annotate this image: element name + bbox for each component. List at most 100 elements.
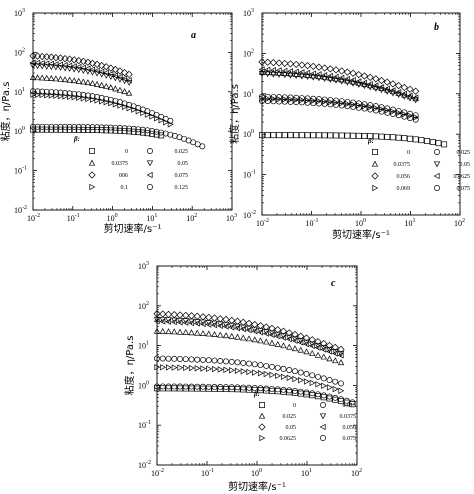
data-point (75, 91, 82, 98)
data-point (52, 53, 60, 62)
data-point (262, 323, 270, 331)
data-point (62, 89, 68, 96)
data-point (350, 101, 357, 108)
legend-label: 0.075 (175, 173, 189, 179)
y-tick-label: 100 (14, 126, 25, 136)
data-point (315, 391, 321, 398)
data-point (264, 132, 271, 139)
data-point (182, 383, 189, 390)
data-point (89, 96, 96, 103)
data-point (373, 104, 380, 112)
data-point (62, 126, 68, 133)
legend-label: 0.025 (175, 149, 189, 155)
data-point (257, 385, 264, 392)
data-point (303, 348, 310, 355)
data-point (320, 392, 327, 399)
data-point (384, 105, 391, 112)
legend-label: 0.0375 (340, 414, 357, 420)
data-point (30, 126, 36, 133)
data-point (279, 327, 288, 335)
data-point (326, 355, 333, 362)
data-point (89, 127, 96, 133)
data-point (176, 311, 184, 319)
data-point (187, 312, 196, 320)
data-point (303, 370, 310, 377)
data-point (298, 377, 305, 384)
legend-title: β: (367, 137, 374, 145)
chart-panel-c: 10-2 10-1 100 101 102 10-2 10-1 100 101 102 103 剪切速… (123, 261, 362, 493)
data-point (344, 132, 351, 139)
data-point (338, 380, 344, 387)
data-point (107, 84, 114, 91)
data-point (338, 396, 344, 403)
data-point (372, 75, 380, 83)
data-point (401, 135, 408, 142)
legend-marker (319, 413, 327, 420)
data-point (112, 127, 119, 134)
data-point (183, 364, 190, 372)
data-point (338, 98, 345, 105)
data-point (292, 368, 298, 375)
y-tick-label: 10-2 (14, 205, 27, 215)
data-point (39, 91, 46, 99)
data-point (297, 332, 305, 340)
data-point (396, 109, 402, 117)
data-point (135, 129, 142, 136)
data-point (259, 93, 265, 100)
data-point (338, 102, 345, 109)
data-point (367, 103, 374, 111)
data-point (256, 322, 265, 330)
data-point (38, 63, 46, 70)
data-point (217, 366, 224, 373)
series-0.056 (258, 58, 420, 95)
data-point (350, 103, 357, 110)
data-point (98, 94, 105, 101)
data-point (315, 393, 321, 400)
data-point (66, 66, 73, 72)
y-tick-label: 102 (14, 47, 25, 57)
data-point (274, 326, 282, 334)
data-point (327, 97, 334, 103)
data-point (338, 387, 345, 394)
data-point (48, 64, 55, 71)
data-point (223, 384, 229, 391)
data-point (89, 80, 96, 86)
data-point (205, 313, 213, 321)
data-point (372, 107, 379, 114)
data-point (126, 105, 133, 112)
data-point (263, 387, 270, 394)
data-point (30, 91, 37, 98)
data-point (310, 100, 317, 107)
data-point (182, 328, 189, 335)
data-point (297, 390, 304, 397)
data-point (228, 384, 235, 391)
x-tick-label: 10-1 (67, 213, 80, 223)
data-point (164, 310, 173, 318)
data-point (140, 109, 147, 117)
legend-label: 0.125 (175, 185, 189, 191)
data-point (281, 67, 288, 75)
data-point (246, 360, 252, 367)
data-point (401, 111, 408, 118)
data-point (263, 362, 270, 369)
data-point (89, 66, 96, 73)
series-0.025 (30, 123, 206, 150)
y-axis-label: 粘度，η/Pa.s (228, 84, 241, 144)
data-point (269, 363, 275, 370)
data-point (286, 334, 293, 341)
data-point (34, 63, 41, 70)
y-tick-label: 101 (243, 89, 254, 99)
data-point (52, 75, 60, 82)
data-point (269, 59, 277, 67)
data-point (274, 333, 281, 340)
legend-label: 0 (293, 403, 296, 409)
data-point (308, 342, 315, 350)
data-point (251, 327, 258, 335)
data-point (94, 127, 101, 134)
data-point (367, 102, 374, 109)
data-point (326, 348, 333, 355)
data-point (66, 55, 74, 63)
data-point (159, 318, 166, 325)
legend-label: 0.0375 (112, 161, 129, 167)
data-point (144, 127, 151, 134)
